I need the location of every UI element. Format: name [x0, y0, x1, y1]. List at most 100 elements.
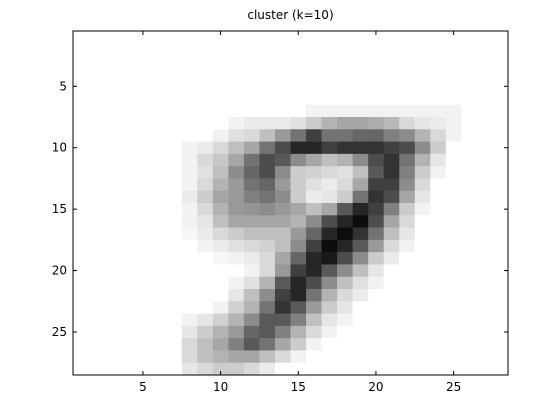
y-axis-ticks: 5 10 15 20 25 [52, 79, 508, 339]
heatmap-cell [212, 31, 229, 44]
heatmap-cell [212, 117, 229, 130]
heatmap-cell [259, 129, 276, 143]
heatmap-cell [88, 55, 105, 69]
heatmap-cell [368, 203, 385, 216]
heatmap-cell [430, 141, 447, 155]
heatmap-cell [368, 252, 385, 266]
heatmap-cell [383, 55, 400, 69]
heatmap-cell [430, 313, 447, 327]
heatmap-cell [212, 104, 229, 118]
heatmap-cell [476, 325, 494, 339]
heatmap-cell [119, 362, 136, 376]
heatmap-cell [290, 362, 307, 376]
heatmap-cell [414, 166, 431, 180]
heatmap-cell [88, 67, 105, 81]
heatmap-cell [104, 264, 121, 278]
heatmap-cell [414, 153, 431, 167]
heatmap-cell [212, 80, 229, 94]
heatmap-cell [88, 252, 105, 266]
heatmap-cell [150, 338, 167, 352]
heatmap-cell [383, 203, 400, 216]
heatmap-cell [212, 227, 229, 241]
heatmap-cell [368, 350, 385, 364]
heatmap-cell [306, 55, 323, 69]
heatmap-cell [274, 239, 292, 253]
heatmap-cell [243, 276, 261, 290]
heatmap-cell [181, 67, 198, 81]
heatmap-cell [73, 276, 90, 290]
heatmap-cell [135, 276, 152, 290]
heatmap-cell [476, 55, 494, 69]
heatmap-cell [181, 227, 198, 241]
heatmap-cell [181, 325, 198, 339]
heatmap-cell [135, 301, 152, 315]
heatmap-cell [104, 239, 121, 253]
heatmap-cell [243, 252, 261, 266]
heatmap-cell [445, 141, 462, 155]
heatmap-cell [383, 215, 400, 229]
heatmap-cell [228, 166, 245, 180]
heatmap-cell [383, 67, 400, 81]
heatmap-cell [274, 166, 292, 180]
heatmap-cell [212, 166, 229, 180]
heatmap-cell [274, 289, 292, 302]
heatmap-cell [197, 43, 214, 57]
heatmap-cell [88, 276, 105, 290]
heatmap-cell [197, 104, 214, 118]
heatmap-cell [461, 252, 478, 266]
heatmap-cell [150, 166, 167, 180]
heatmap-cell [383, 313, 400, 327]
heatmap-cell [166, 141, 183, 155]
heatmap-cell [321, 80, 338, 94]
heatmap-cell [461, 31, 478, 44]
heatmap-cell [476, 92, 494, 106]
heatmap-cell [414, 301, 431, 315]
heatmap-cell [461, 203, 478, 216]
heatmap-cell [337, 67, 354, 81]
heatmap-cell [337, 117, 354, 130]
heatmap-cell [383, 166, 400, 180]
heatmap-cell [399, 215, 416, 229]
heatmap-cell [368, 117, 385, 130]
heatmap-cell [352, 313, 369, 327]
heatmap-cell [212, 325, 229, 339]
heatmap-cell [430, 264, 447, 278]
heatmap-cell [352, 141, 369, 155]
heatmap-cell [166, 289, 183, 302]
heatmap-cell [88, 264, 105, 278]
heatmap-cell [104, 80, 121, 94]
heatmap-cell [306, 350, 323, 364]
heatmap-cell [461, 92, 478, 106]
heatmap-cell [73, 178, 90, 192]
heatmap-cell [150, 276, 167, 290]
heatmap-cell [73, 362, 90, 376]
heatmap-cell [150, 141, 167, 155]
heatmap-cell [243, 153, 261, 167]
heatmap-cell [306, 338, 323, 352]
heatmap-cell [197, 239, 214, 253]
heatmap-cell [104, 178, 121, 192]
heatmap-cell [337, 55, 354, 69]
heatmap-cell [476, 350, 494, 364]
heatmap-cell [88, 153, 105, 167]
heatmap-cell [259, 264, 276, 278]
heatmap-cell [228, 43, 245, 57]
heatmap-cell [461, 80, 478, 94]
heatmap-cell [461, 350, 478, 364]
heatmap-cell [461, 190, 478, 204]
heatmap-cell [306, 215, 323, 229]
heatmap-cell [274, 153, 292, 167]
heatmap-cell [135, 313, 152, 327]
heatmap-cell [352, 252, 369, 266]
heatmap-cell [212, 313, 229, 327]
heatmap-cell [352, 338, 369, 352]
x-tick-label: 5 [139, 380, 147, 394]
heatmap-cell [306, 141, 323, 155]
heatmap-cell [383, 264, 400, 278]
heatmap-cell [259, 67, 276, 81]
heatmap-cell [352, 55, 369, 69]
heatmap-cell [321, 313, 338, 327]
heatmap-cell [399, 166, 416, 180]
heatmap-cell [476, 178, 494, 192]
heatmap-cell [414, 362, 431, 376]
